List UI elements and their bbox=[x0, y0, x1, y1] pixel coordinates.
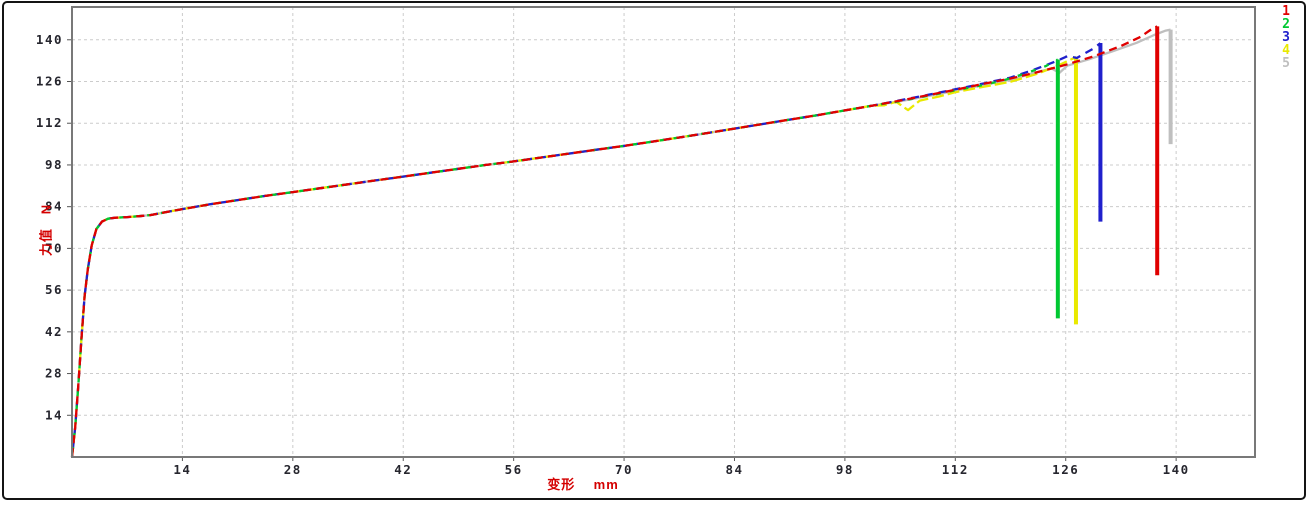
x-tick-label: 28 bbox=[284, 462, 302, 477]
legend-item-2[interactable]: 2 bbox=[1282, 17, 1290, 32]
y-tick-label: 14 bbox=[45, 407, 63, 422]
plot-border bbox=[71, 6, 1256, 458]
legend-item-5[interactable]: 5 bbox=[1282, 56, 1290, 71]
y-tick-label: 140 bbox=[36, 32, 63, 47]
legend-item-4[interactable]: 4 bbox=[1282, 43, 1290, 58]
x-tick-label: 112 bbox=[942, 462, 969, 477]
y-tick-label: 28 bbox=[45, 366, 63, 381]
x-axis-title: 变形 mm bbox=[547, 477, 619, 492]
y-axis-title: 力值 N bbox=[38, 203, 54, 257]
x-tick-label: 56 bbox=[505, 462, 523, 477]
x-tick-label: 14 bbox=[173, 462, 191, 477]
y-tick-label: 84 bbox=[45, 199, 63, 214]
series-line-1 bbox=[70, 25, 1158, 458]
x-tick-label: 98 bbox=[836, 462, 854, 477]
legend-item-3[interactable]: 3 bbox=[1282, 30, 1290, 45]
x-tick-label: 70 bbox=[615, 462, 633, 477]
y-tick-label: 112 bbox=[36, 115, 63, 130]
x-tick-label: 140 bbox=[1163, 462, 1190, 477]
x-tick-label: 42 bbox=[394, 462, 412, 477]
legend-item-1[interactable]: 1 bbox=[1282, 4, 1290, 19]
y-tick-label: 126 bbox=[36, 74, 63, 89]
x-tick-label: 126 bbox=[1052, 462, 1079, 477]
y-tick-label: 70 bbox=[45, 240, 63, 255]
y-tick-label: 42 bbox=[45, 324, 63, 339]
y-tick-label: 98 bbox=[45, 157, 63, 172]
x-tick-label: 84 bbox=[725, 462, 743, 477]
y-tick-label: 56 bbox=[45, 282, 63, 297]
